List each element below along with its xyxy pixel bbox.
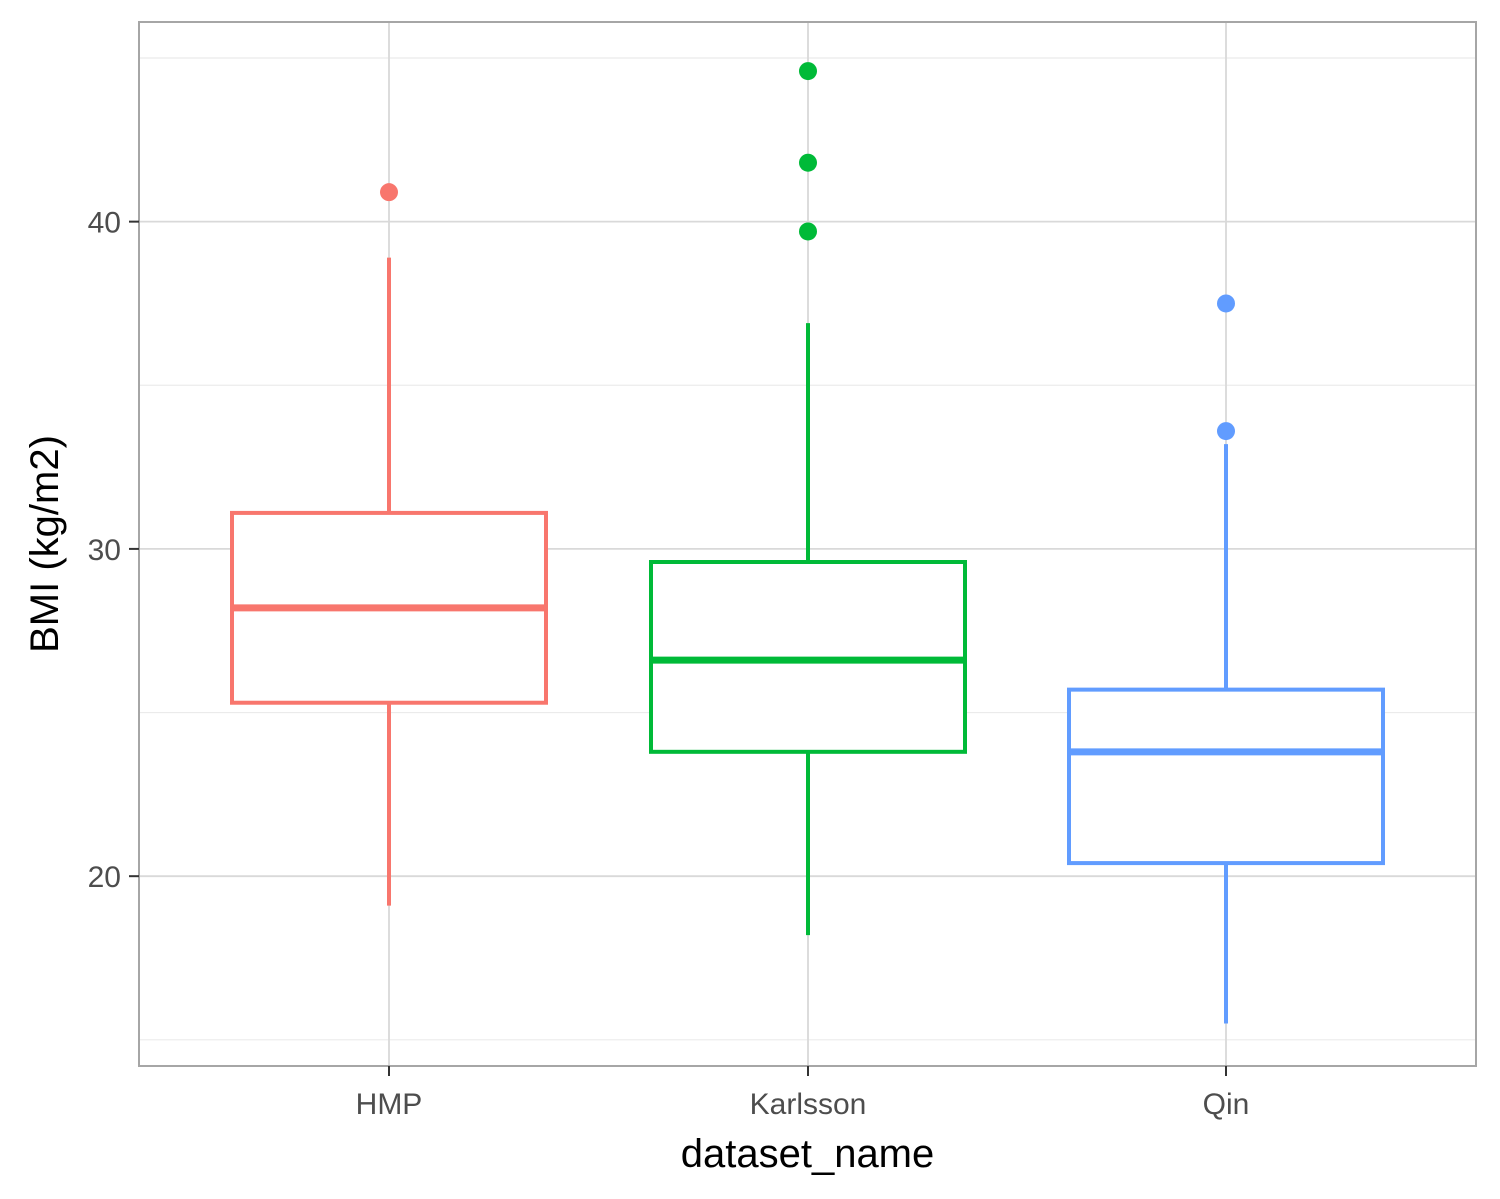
outlier-point: [1217, 422, 1235, 441]
outlier-point: [799, 153, 817, 172]
box-qin: [1067, 294, 1385, 1024]
box-series: [230, 62, 1385, 1024]
x-axis-title: dataset_name: [681, 1132, 935, 1176]
y-tick-label: 20: [88, 861, 121, 894]
box-hmp: [230, 183, 548, 906]
outlier-point: [799, 222, 817, 241]
x-tick-label-karlsson: Karlsson: [750, 1088, 867, 1121]
axes: 20 30 40 HMP Karlsson Qin: [88, 207, 1250, 1121]
x-tick-label-hmp: HMP: [356, 1088, 423, 1121]
y-tick-label: 40: [88, 207, 121, 240]
box-karlsson: [649, 62, 967, 936]
outlier-point: [799, 62, 817, 81]
outlier-point: [1217, 294, 1235, 313]
iqr-box: [1067, 687, 1385, 866]
outlier-point: [380, 183, 398, 202]
y-tick-label: 30: [88, 534, 121, 567]
x-tick-label-qin: Qin: [1203, 1088, 1250, 1121]
y-axis-title: BMI (kg/m2): [23, 435, 67, 653]
